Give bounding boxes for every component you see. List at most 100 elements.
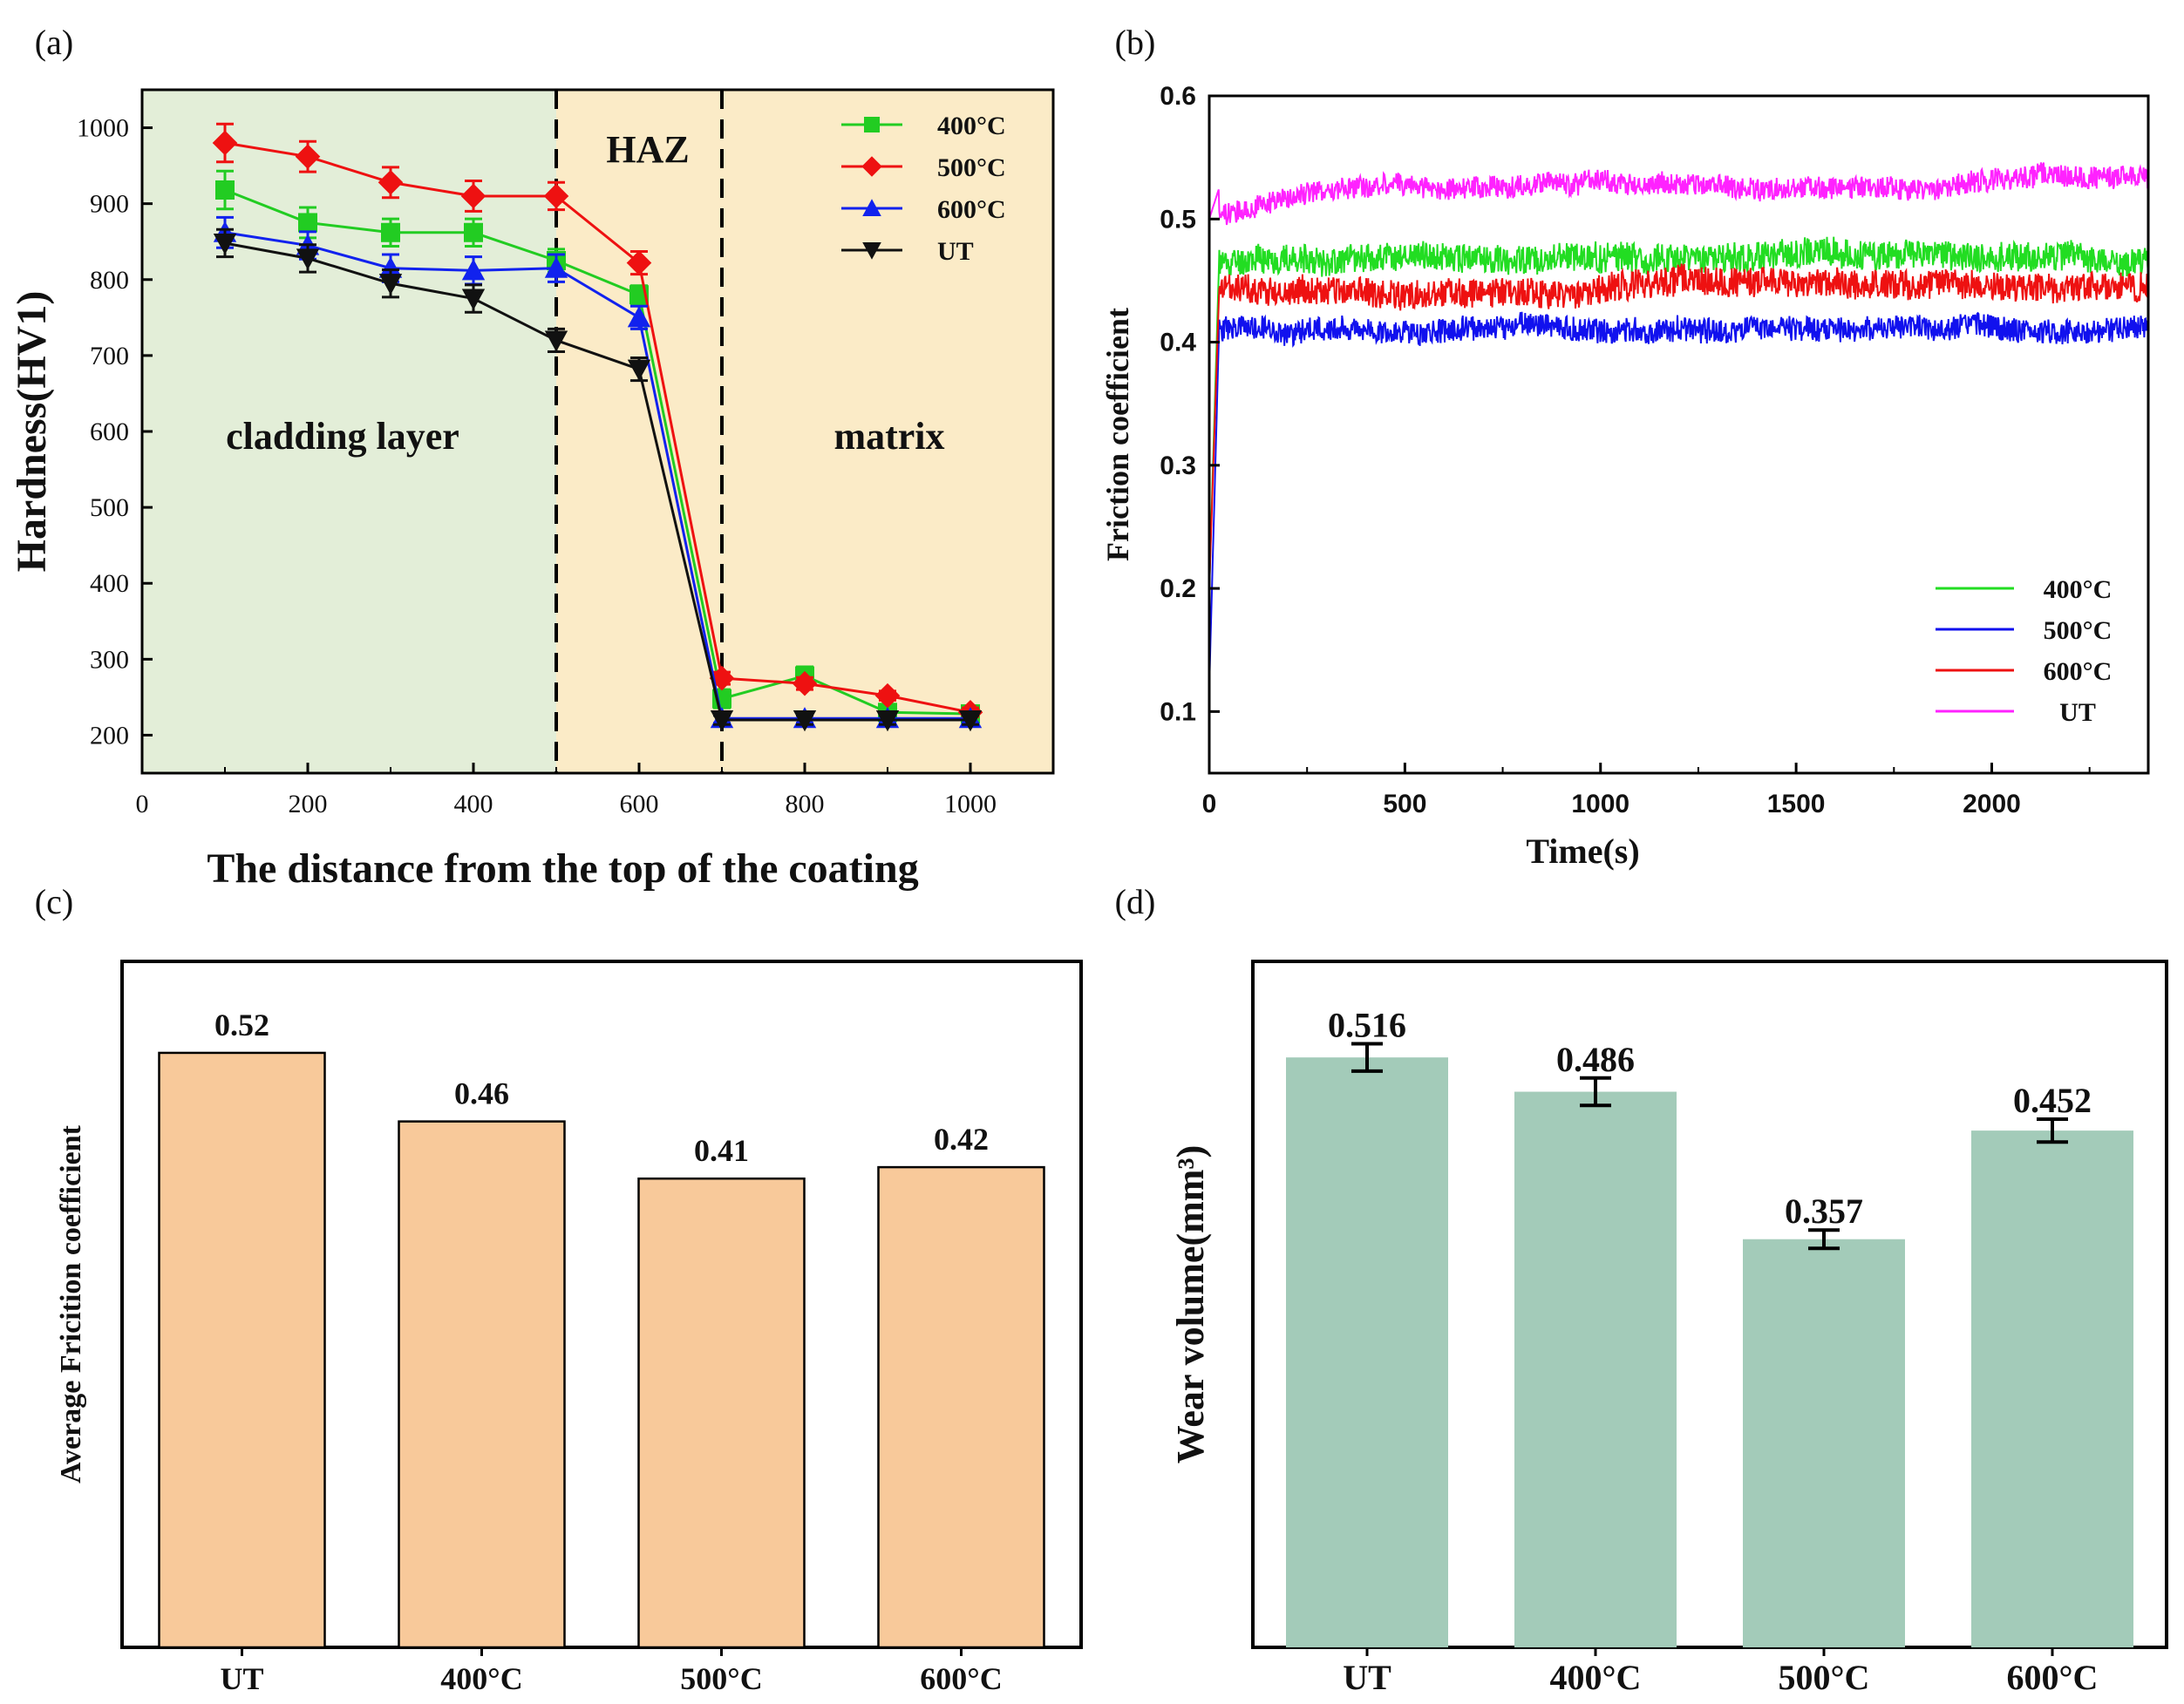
y-tick-label: 400 <box>90 569 129 598</box>
legend-label: UT <box>2059 698 2096 727</box>
marker-triangle <box>378 256 403 278</box>
y-tick-label: 0.6 <box>1160 82 1196 111</box>
y-tick-label: 0.4 <box>1160 329 1196 357</box>
x-axis-label: The distance from the top of the coating <box>207 845 918 892</box>
y-tick-label: 0.3 <box>1160 451 1196 480</box>
legend-label: 500°C <box>2044 616 2113 645</box>
x-tick-label: UT <box>1343 1658 1391 1697</box>
marker-triangle-down <box>213 233 237 255</box>
data-label: 0.452 <box>2013 1081 2092 1120</box>
marker-diamond <box>626 250 652 275</box>
marker-diamond <box>378 169 404 195</box>
x-tick-label: 600 <box>620 790 659 818</box>
data-label: 0.46 <box>454 1076 509 1111</box>
series-trace-600°C <box>1208 263 2149 589</box>
panel-label-b: (b) <box>1115 23 1156 62</box>
series-UT <box>213 227 983 732</box>
y-axis-label: Wear volume(mm³) <box>1169 1145 1212 1464</box>
x-axis-label: Time(s) <box>1526 832 1639 871</box>
x-tick-label: 400 <box>454 790 493 818</box>
data-label: 0.516 <box>1328 1005 1406 1044</box>
plot-frame <box>1208 94 2150 775</box>
series-line <box>224 188 971 716</box>
bar-UT <box>1286 1057 1448 1647</box>
x-tick-label: 200 <box>289 790 328 818</box>
marker-square <box>298 213 317 233</box>
chart-c: 0.52 UT 0.46 400°C 0.41 500°C 0.42 600°C Average… <box>55 960 1083 1696</box>
region-haz <box>556 90 722 773</box>
chart-d: 0.516 UT 0.486 400°C 0.357 500°C 0.452 600°C Wea… <box>1169 960 2168 1697</box>
marker-triangle-down <box>958 710 983 732</box>
marker-diamond <box>460 183 486 209</box>
bar-400°C <box>398 1120 566 1649</box>
panel-label-a: (a) <box>35 23 73 62</box>
data-label: 0.357 <box>1785 1191 1863 1231</box>
marker-triangle-down <box>461 289 486 310</box>
chart-b: 0 500 1000 1500 2000 0.1 0.2 0.3 0.4 0.5 0.6 Time(s… <box>1100 82 2150 871</box>
region-label: cladding layer <box>226 415 459 458</box>
y-tick-label: 1000 <box>77 114 129 143</box>
y-tick-label: 500 <box>90 493 129 522</box>
x-tick-label: 1000 <box>944 790 997 818</box>
marker-triangle <box>461 259 486 281</box>
marker-triangle-down <box>793 710 817 732</box>
y-tick-label: 700 <box>90 342 129 370</box>
panel-label-c: (c) <box>35 882 73 921</box>
marker-diamond <box>792 670 818 696</box>
marker-triangle <box>627 306 651 328</box>
y-tick-label: 300 <box>90 645 129 674</box>
marker-triangle <box>544 256 568 278</box>
y-tick-label: 0.2 <box>1160 574 1196 603</box>
y-tick-label: 0.1 <box>1160 697 1196 726</box>
marker-square <box>381 222 400 242</box>
marker-triangle-down <box>862 242 881 260</box>
series-line <box>224 231 970 720</box>
y-tick-label: 900 <box>90 190 129 219</box>
y-tick-label: 200 <box>90 721 129 750</box>
series-trace-UT <box>1208 162 2149 226</box>
data-label: 0.41 <box>694 1133 749 1168</box>
region-matrix <box>722 90 1053 773</box>
legend-label: 400°C <box>2044 575 2113 604</box>
plot-frame <box>120 960 1083 1649</box>
region-label: matrix <box>833 415 944 458</box>
bar-500°C <box>1743 1239 1905 1647</box>
y-axis-label: Average Fricition coefficient <box>55 1124 87 1483</box>
marker-triangle-down <box>296 248 320 270</box>
x-tick-label: 600°C <box>920 1661 1002 1696</box>
marker-triangle-down <box>544 330 568 352</box>
marker-diamond <box>212 130 238 156</box>
bar-UT <box>158 1051 326 1649</box>
marker-triangle-down <box>875 710 900 732</box>
y-tick-label: 800 <box>90 266 129 295</box>
x-tick-label: 500°C <box>1779 1658 1870 1697</box>
y-axis-label: Friction coefficient <box>1100 308 1135 561</box>
marker-diamond <box>861 156 882 177</box>
x-tick-label: 0 <box>1202 790 1217 818</box>
marker-diamond <box>874 682 901 709</box>
marker-diamond <box>295 144 321 169</box>
region-label: HAZ <box>606 128 689 171</box>
x-tick-label: 2000 <box>1963 790 2021 818</box>
bar-400°C <box>1514 1091 1677 1647</box>
x-tick-label: UT <box>220 1661 263 1696</box>
x-tick-label: 400°C <box>440 1661 522 1696</box>
marker-triangle-down <box>710 710 734 732</box>
legend-label: UT <box>937 237 974 266</box>
y-axis-label: Hardness(HV1) <box>9 291 55 573</box>
y-tick-label: 0.5 <box>1160 205 1196 234</box>
series-line <box>224 141 971 714</box>
series-line <box>224 241 970 722</box>
marker-square <box>464 222 483 242</box>
legend-label: 600°C <box>937 195 1006 224</box>
marker-square <box>864 117 880 132</box>
x-tick-label: 0 <box>136 790 149 818</box>
legend-label: 500°C <box>937 153 1006 182</box>
x-tick-label: 600°C <box>2007 1658 2099 1697</box>
series-500°C <box>212 122 983 725</box>
data-label: 0.42 <box>934 1122 989 1157</box>
marker-triangle-down <box>378 274 403 295</box>
y-tick-label: 600 <box>90 418 129 446</box>
bar-500°C <box>637 1177 806 1649</box>
